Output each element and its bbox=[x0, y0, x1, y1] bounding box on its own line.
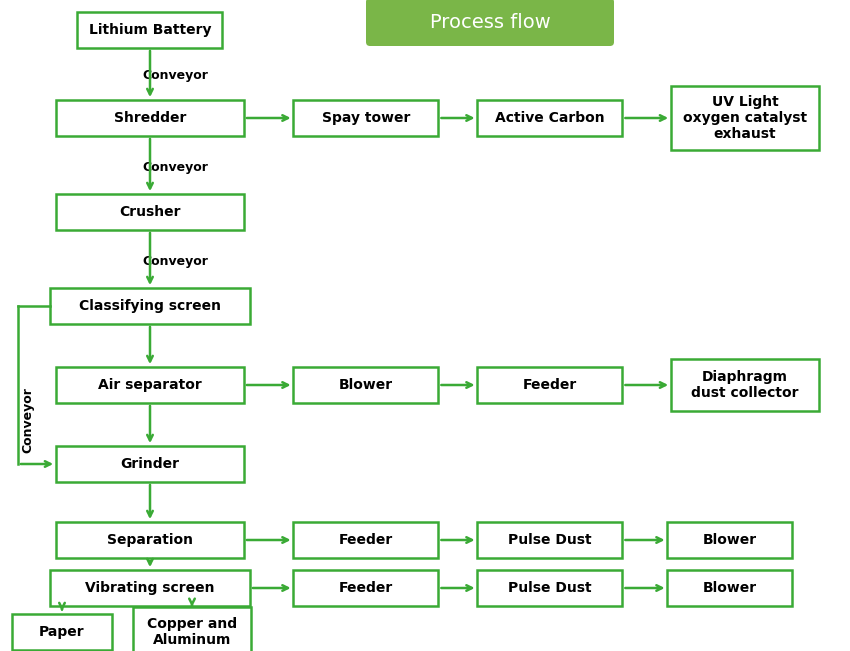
FancyBboxPatch shape bbox=[478, 522, 622, 558]
FancyBboxPatch shape bbox=[293, 522, 439, 558]
Text: Process flow: Process flow bbox=[429, 12, 551, 31]
FancyBboxPatch shape bbox=[56, 100, 244, 136]
Text: Paper: Paper bbox=[39, 625, 85, 639]
Text: Lithium Battery: Lithium Battery bbox=[88, 23, 212, 37]
FancyBboxPatch shape bbox=[293, 570, 439, 606]
FancyBboxPatch shape bbox=[133, 607, 251, 651]
Text: Feeder: Feeder bbox=[339, 533, 393, 547]
Text: Vibrating screen: Vibrating screen bbox=[85, 581, 215, 595]
Text: Copper and
Aluminum: Copper and Aluminum bbox=[147, 617, 237, 647]
FancyBboxPatch shape bbox=[56, 446, 244, 482]
Text: Blower: Blower bbox=[703, 533, 757, 547]
Text: Blower: Blower bbox=[339, 378, 393, 392]
FancyBboxPatch shape bbox=[56, 522, 244, 558]
Text: Feeder: Feeder bbox=[339, 581, 393, 595]
Text: Conveyor: Conveyor bbox=[142, 68, 208, 81]
Text: Conveyor: Conveyor bbox=[142, 255, 208, 268]
FancyBboxPatch shape bbox=[293, 100, 439, 136]
FancyBboxPatch shape bbox=[478, 367, 622, 403]
Text: Conveyor: Conveyor bbox=[21, 387, 35, 453]
Text: Classifying screen: Classifying screen bbox=[79, 299, 221, 313]
FancyBboxPatch shape bbox=[77, 12, 223, 48]
FancyBboxPatch shape bbox=[50, 570, 250, 606]
FancyBboxPatch shape bbox=[671, 359, 819, 411]
Text: Active Carbon: Active Carbon bbox=[496, 111, 605, 125]
FancyBboxPatch shape bbox=[50, 288, 250, 324]
FancyBboxPatch shape bbox=[56, 367, 244, 403]
FancyBboxPatch shape bbox=[667, 570, 792, 606]
FancyBboxPatch shape bbox=[12, 614, 112, 650]
Text: Grinder: Grinder bbox=[121, 457, 179, 471]
Text: Conveyor: Conveyor bbox=[142, 161, 208, 174]
FancyBboxPatch shape bbox=[478, 570, 622, 606]
Text: UV Light
oxygen catalyst
exhaust: UV Light oxygen catalyst exhaust bbox=[683, 95, 807, 141]
Text: Blower: Blower bbox=[703, 581, 757, 595]
FancyBboxPatch shape bbox=[293, 367, 439, 403]
Text: Spay tower: Spay tower bbox=[322, 111, 411, 125]
FancyBboxPatch shape bbox=[667, 522, 792, 558]
FancyBboxPatch shape bbox=[671, 86, 819, 150]
Text: Pulse Dust: Pulse Dust bbox=[508, 581, 592, 595]
FancyBboxPatch shape bbox=[478, 100, 622, 136]
Text: Diaphragm
dust collector: Diaphragm dust collector bbox=[691, 370, 799, 400]
Text: Pulse Dust: Pulse Dust bbox=[508, 533, 592, 547]
Text: Air separator: Air separator bbox=[98, 378, 201, 392]
Text: Feeder: Feeder bbox=[523, 378, 577, 392]
FancyBboxPatch shape bbox=[366, 0, 614, 46]
FancyBboxPatch shape bbox=[56, 194, 244, 230]
Text: Separation: Separation bbox=[107, 533, 193, 547]
Text: Crusher: Crusher bbox=[119, 205, 181, 219]
Text: Shredder: Shredder bbox=[114, 111, 186, 125]
